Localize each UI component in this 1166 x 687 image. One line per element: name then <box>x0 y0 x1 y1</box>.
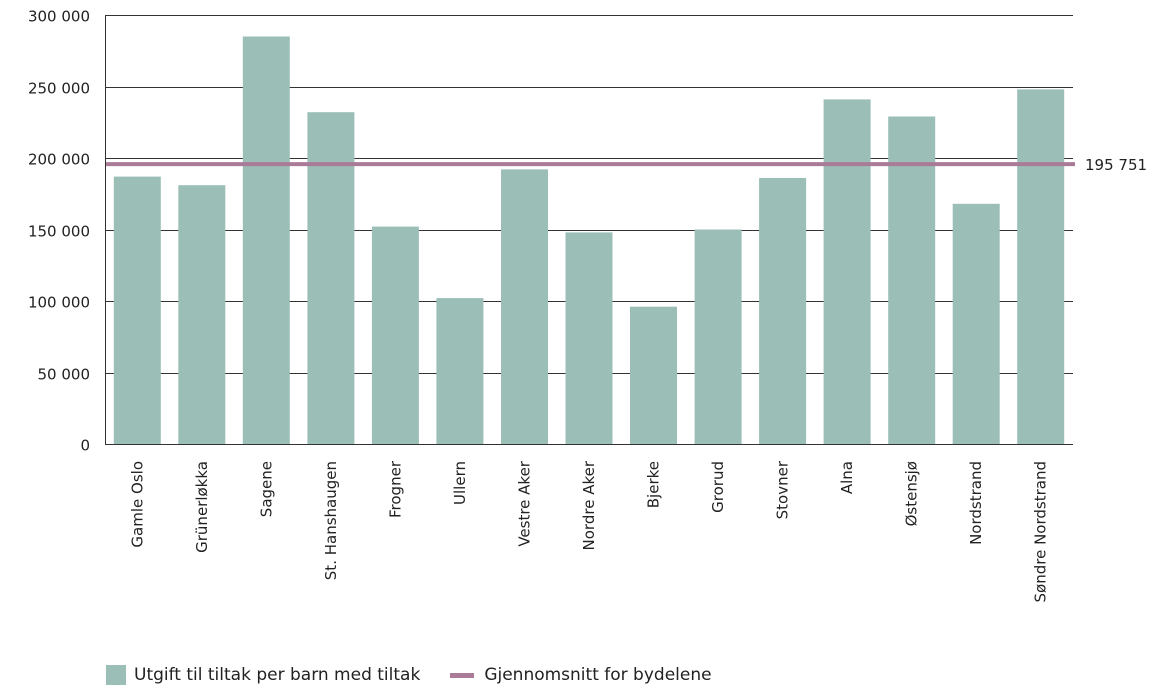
axes <box>105 15 1073 445</box>
x-tick-label: Bjerke <box>645 461 663 508</box>
y-tick-label: 50 000 <box>38 366 91 384</box>
bar <box>307 112 355 444</box>
x-tick-label: Ullern <box>451 461 469 505</box>
legend-swatch-bars <box>106 665 126 685</box>
bar <box>371 226 419 444</box>
x-tick-label: Grünerløkka <box>193 461 211 553</box>
x-tick-label: Frogner <box>386 460 404 518</box>
bar <box>1017 89 1065 445</box>
x-tick-label: Vestre Aker <box>515 460 533 546</box>
y-tick-label: 300 000 <box>28 8 90 26</box>
legend-item-bars: Utgift til tiltak per barn med tiltak <box>106 665 420 685</box>
y-tick-label: 200 000 <box>28 151 90 169</box>
x-tick-label: Nordre Aker <box>580 460 598 550</box>
average-line-label: 195 751 <box>1085 156 1147 174</box>
bar <box>823 99 871 445</box>
average-line-group: 195 751 <box>105 156 1147 174</box>
x-tick-label: Gamle Oslo <box>128 461 146 548</box>
bar <box>630 306 677 444</box>
legend-swatch-average <box>450 672 475 678</box>
y-tick-labels: 0 50 000 100 000 150 000 200 000 250 000 300 0… <box>28 8 90 455</box>
bar <box>242 36 290 444</box>
bars <box>113 36 1065 445</box>
x-tick-labels: Gamle Oslo Grünerløkka Sagene St. Hanshauge… <box>128 460 1049 602</box>
x-tick-label: Søndre Nordstrand <box>1032 461 1050 602</box>
legend-label-bars: Utgift til tiltak per barn med tiltak <box>134 665 421 685</box>
bar <box>888 116 936 444</box>
bar <box>759 178 807 444</box>
bar <box>436 298 484 444</box>
bar <box>178 185 226 444</box>
bar <box>113 176 161 444</box>
x-tick-label: Alna <box>838 461 856 494</box>
bar <box>565 232 613 444</box>
x-tick-label: Sagene <box>257 461 275 517</box>
y-tick-label: 0 <box>80 437 90 455</box>
x-tick-label: Stovner <box>774 460 792 519</box>
y-tick-label: 150 000 <box>28 223 90 241</box>
x-tick-label: St. Hanshaugen <box>322 461 340 580</box>
x-tick-label: Grorud <box>709 461 727 513</box>
x-tick-label: Østensjø <box>903 461 921 526</box>
legend-item-average: Gjennomsnitt for bydelene <box>450 665 712 685</box>
bar <box>952 203 1000 444</box>
y-tick-label: 100 000 <box>28 294 90 312</box>
y-tick-label: 250 000 <box>28 80 90 98</box>
x-tick-label: Nordstrand <box>967 461 985 545</box>
bar <box>694 229 742 444</box>
bar <box>501 169 548 444</box>
legend-label-average: Gjennomsnitt for bydelene <box>484 665 712 685</box>
legend: Utgift til tiltak per barn med tiltak Gj… <box>106 664 742 686</box>
